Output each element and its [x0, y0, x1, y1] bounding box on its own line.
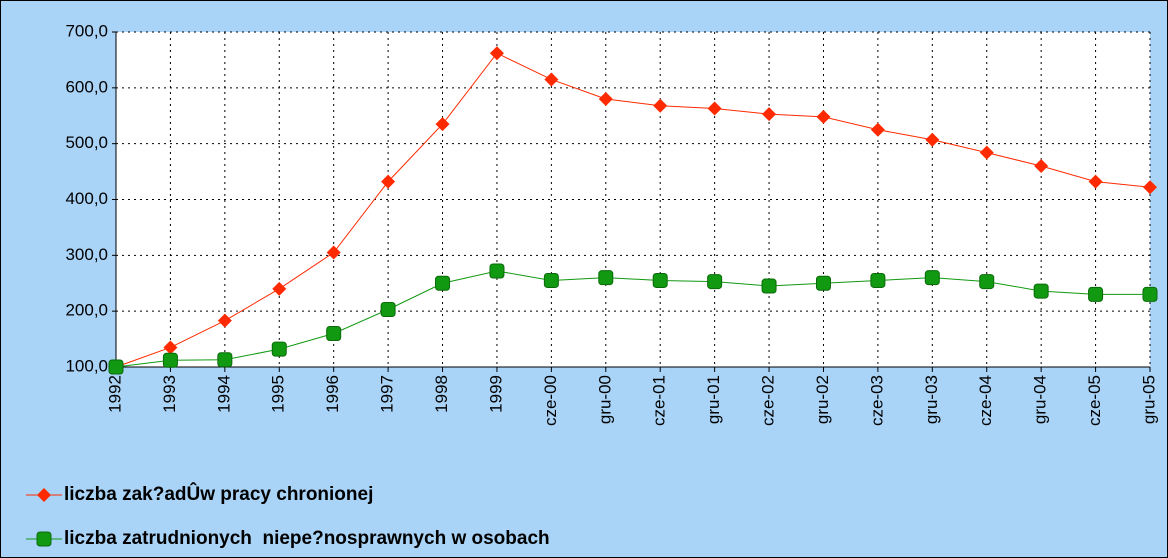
- marker: [1088, 174, 1103, 189]
- marker: [37, 488, 51, 502]
- marker: [489, 263, 505, 279]
- x-tick-label: 1992: [105, 375, 124, 413]
- marker: [1143, 180, 1157, 195]
- marker: [1088, 286, 1104, 302]
- marker: [36, 531, 52, 547]
- x-tick-label: gru-01: [704, 375, 723, 424]
- x-tick-label: gru-05: [1139, 375, 1158, 424]
- marker: [979, 145, 994, 160]
- legend-label: liczba zatrudnionych niepe?nosprawnych w…: [64, 528, 550, 549]
- marker: [925, 132, 940, 147]
- marker: [544, 72, 559, 87]
- x-tick-label: gru-04: [1031, 375, 1050, 424]
- marker: [598, 270, 614, 286]
- series-line: [115, 270, 1150, 368]
- marker: [598, 92, 613, 106]
- marker: [435, 275, 451, 291]
- marker: [272, 281, 287, 296]
- x-tick-label: 1998: [432, 375, 451, 413]
- y-tick-label: 300,0: [65, 245, 108, 264]
- x-tick-label: gru-00: [595, 375, 614, 424]
- marker: [979, 274, 995, 290]
- marker: [163, 340, 178, 355]
- y-tick-label: 600,0: [65, 77, 108, 96]
- marker: [162, 352, 178, 368]
- marker: [489, 46, 504, 61]
- y-tick-label: 500,0: [65, 133, 108, 152]
- marker: [815, 275, 831, 291]
- x-tick-label: gru-03: [922, 375, 941, 424]
- x-tick-label: cze-05: [1085, 375, 1104, 426]
- series-line: [115, 52, 1151, 368]
- x-tick-label: cze-02: [759, 375, 778, 426]
- marker: [108, 359, 124, 375]
- legend-label: liczba zak?adÛw pracy chronionej: [64, 483, 373, 505]
- y-tick-label: 100,0: [65, 356, 108, 375]
- marker: [707, 101, 722, 116]
- x-tick-label: 1996: [323, 375, 342, 413]
- x-tick-label: cze-04: [976, 375, 995, 426]
- marker: [1142, 286, 1158, 302]
- marker: [924, 270, 940, 286]
- x-tick-label: 1993: [160, 375, 179, 413]
- x-tick-label: cze-03: [867, 375, 886, 426]
- x-tick-label: cze-00: [541, 375, 560, 426]
- marker: [217, 313, 232, 328]
- marker: [543, 272, 559, 288]
- marker: [435, 117, 450, 132]
- marker: [761, 278, 777, 294]
- marker: [870, 272, 886, 288]
- marker: [762, 107, 777, 122]
- marker: [1033, 283, 1049, 299]
- x-tick-label: 1999: [486, 375, 505, 413]
- x-tick-label: cze-01: [650, 375, 669, 426]
- x-tick-label: 1995: [269, 375, 288, 413]
- y-tick-label: 400,0: [65, 189, 108, 208]
- marker: [271, 341, 287, 357]
- y-tick-label: 700,0: [65, 21, 108, 40]
- marker: [1034, 159, 1049, 173]
- marker: [652, 272, 668, 288]
- x-tick-label: gru-02: [813, 375, 832, 424]
- marker: [380, 301, 396, 317]
- marker: [816, 109, 831, 124]
- x-tick-label: 1994: [214, 375, 233, 413]
- marker: [870, 122, 885, 137]
- marker: [326, 245, 341, 260]
- marker: [326, 326, 342, 341]
- marker: [653, 98, 668, 113]
- x-tick-label: 1997: [378, 375, 397, 413]
- marker: [707, 274, 723, 290]
- marker: [217, 352, 233, 368]
- y-tick-label: 200,0: [65, 301, 108, 320]
- marker: [381, 174, 396, 189]
